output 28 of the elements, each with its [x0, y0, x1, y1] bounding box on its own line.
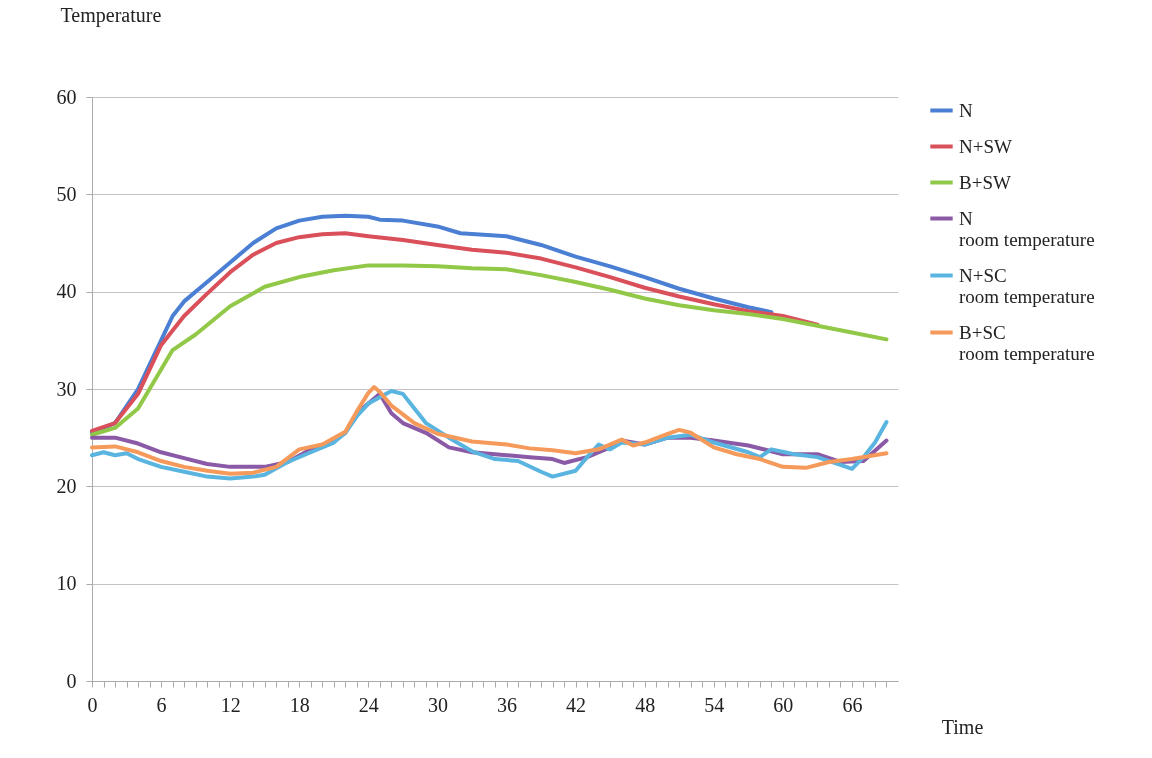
x-tick-label: 48 — [635, 693, 656, 716]
legend-label: N+SC room temperature — [959, 264, 1095, 307]
x-tick-label: 60 — [773, 693, 794, 716]
y-tick-label: 40 — [56, 280, 77, 303]
line-series — [90, 263, 889, 437]
legend-label: N+SW — [959, 135, 1012, 157]
x-tick-label: 12 — [220, 693, 241, 716]
y-axis-title: Temperature — [60, 3, 162, 27]
y-tick-label: 30 — [56, 377, 77, 400]
x-tick-label: 18 — [289, 693, 310, 716]
x-axis-title: Time — [941, 715, 984, 738]
x-tick-label: 0 — [87, 693, 98, 716]
legend-label: B+SC room temperature — [959, 321, 1095, 364]
legend-label: B+SW — [959, 171, 1011, 193]
x-tick-label: 30 — [427, 693, 448, 716]
x-tick-label: 24 — [358, 693, 379, 716]
x-tick-label: 54 — [704, 693, 725, 716]
legend-label: N — [959, 99, 973, 121]
x-tick-label: 36 — [497, 693, 518, 716]
x-tick-label: 42 — [566, 693, 587, 716]
legend-label: N room temperature — [959, 207, 1095, 250]
y-tick-label: 50 — [56, 182, 77, 205]
x-tick-label: 66 — [842, 693, 863, 716]
y-tick-label: 60 — [56, 85, 77, 108]
y-tick-label: 10 — [56, 572, 77, 595]
y-tick-label: 20 — [56, 474, 77, 497]
y-tick-label: 0 — [66, 669, 77, 692]
x-tick-label: 6 — [156, 693, 167, 716]
